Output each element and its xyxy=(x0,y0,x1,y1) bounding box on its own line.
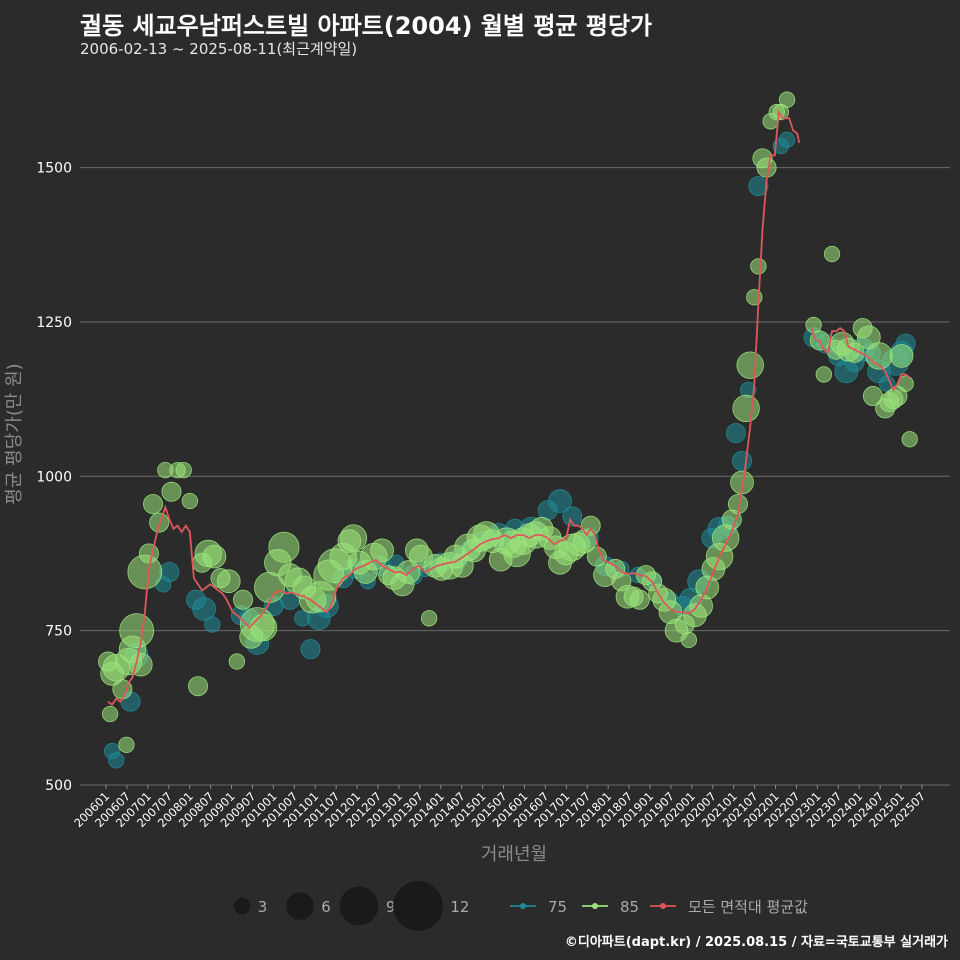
point-85 xyxy=(181,492,198,510)
chart-subtitle: 2006-02-13 ~ 2025-08-11(최근계약일) xyxy=(80,40,358,58)
average-line-path xyxy=(107,109,801,706)
point-75 xyxy=(192,597,217,621)
point-85 xyxy=(756,157,777,178)
point-85 xyxy=(268,531,300,563)
footer-credit: ©디아파트(dapt.kr) / 2025.08.15 / 자료=국토교통부 실… xyxy=(564,935,948,950)
size-legend-circle xyxy=(339,886,379,926)
point-85 xyxy=(420,610,438,627)
legend-key-point xyxy=(520,903,526,909)
point-85 xyxy=(202,544,227,569)
point-75 xyxy=(725,423,746,444)
point-85 xyxy=(188,676,209,697)
point-85 xyxy=(889,344,914,368)
point-85 xyxy=(228,653,246,670)
y-tick-label: 1250 xyxy=(36,315,72,331)
grid-lines xyxy=(80,167,950,786)
y-tick-label: 500 xyxy=(45,778,72,794)
size-legend-label: 3 xyxy=(258,898,268,916)
point-85 xyxy=(339,524,368,552)
point-85 xyxy=(101,705,119,723)
point-85 xyxy=(680,631,698,649)
point-85 xyxy=(629,589,650,610)
point-85 xyxy=(370,538,394,563)
point-85 xyxy=(249,613,278,642)
x-axis-label: 거래년월 xyxy=(481,844,547,865)
legend-key-point xyxy=(592,903,598,909)
size-legend-circle xyxy=(233,897,251,915)
point-85 xyxy=(586,546,607,567)
chart-title: 궐동 세교우남퍼스트빌 아파트(2004) 월별 평균 평당가 xyxy=(80,12,653,40)
legend-key-point xyxy=(660,903,666,909)
legend-label: 75 xyxy=(548,898,567,916)
point-85 xyxy=(143,494,164,515)
average-line xyxy=(107,109,911,706)
point-85 xyxy=(901,431,918,448)
point-85 xyxy=(216,569,241,594)
average-line-path xyxy=(810,326,911,392)
point-85 xyxy=(750,258,767,275)
point-85 xyxy=(887,386,908,407)
point-75 xyxy=(548,489,572,513)
point-75 xyxy=(732,450,753,471)
point-85 xyxy=(118,736,135,754)
point-85 xyxy=(815,366,832,383)
scatter-points xyxy=(98,91,918,769)
size-legend-circle xyxy=(286,892,314,920)
point-85 xyxy=(805,316,822,334)
point-75 xyxy=(778,131,796,148)
y-tick-label: 1000 xyxy=(36,469,72,485)
y-tick-label: 750 xyxy=(45,624,72,640)
point-85 xyxy=(138,543,159,564)
point-85 xyxy=(161,481,182,502)
point-75 xyxy=(159,562,180,583)
point-85 xyxy=(736,351,764,379)
point-75 xyxy=(204,616,221,633)
point-85 xyxy=(128,652,153,677)
point-85 xyxy=(149,512,170,533)
size-legend-label: 6 xyxy=(321,898,331,916)
point-85 xyxy=(233,589,254,610)
point-75 xyxy=(562,506,583,527)
legend: 3 6 9 12 75 85 모든 면적대 평균값 xyxy=(233,881,808,931)
legend-label: 모든 면적대 평균값 xyxy=(688,898,808,916)
y-axis-ticks: 500 750 1000 1250 1500 xyxy=(36,161,72,794)
point-75 xyxy=(300,639,321,660)
point-85 xyxy=(119,613,155,649)
size-legend-label: 9 xyxy=(386,898,396,916)
y-tick-label: 1500 xyxy=(36,161,72,177)
point-85 xyxy=(823,245,841,263)
point-85 xyxy=(778,91,796,108)
point-75 xyxy=(748,176,769,197)
point-85 xyxy=(175,461,192,479)
y-axis-label: 평균 평당가(만 원) xyxy=(4,363,25,504)
point-85 xyxy=(732,394,760,423)
point-85 xyxy=(580,515,601,536)
legend-label: 85 xyxy=(620,898,639,916)
size-legend-circle xyxy=(393,881,443,931)
x-axis-ticks: 2006012006072007012007072008012008072009… xyxy=(71,785,928,830)
size-legend-label: 12 xyxy=(450,898,469,916)
point-75 xyxy=(108,752,125,769)
